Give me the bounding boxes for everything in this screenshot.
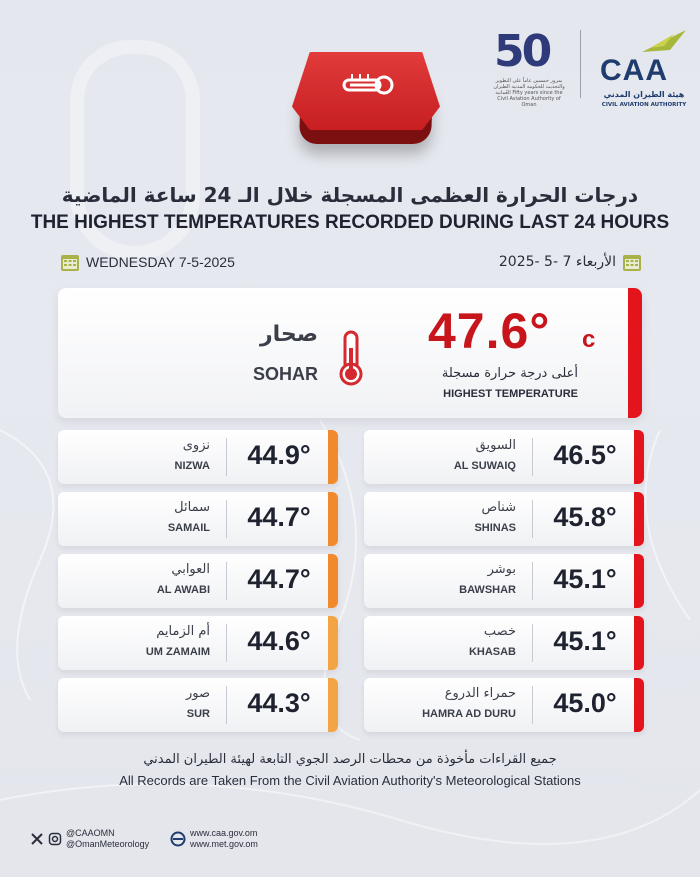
station-name-en: AL AWABI (156, 584, 210, 596)
website-links: www.caa.gov.om www.met.gov.om (170, 828, 258, 850)
station-accent-bar (634, 554, 644, 608)
station-name-ar: سمائل (174, 500, 210, 515)
station-accent-bar (328, 678, 338, 732)
station-name-en: UM ZAMAIM (145, 646, 210, 658)
station-name-ar: السويق (475, 438, 516, 453)
station-card: حمراء الدروع HAMRA AD DURU 45.0° (364, 678, 644, 732)
station-name-en: SHINAS (474, 522, 516, 534)
caa-abbr: CAA (600, 54, 668, 87)
station-divider (532, 686, 533, 724)
station-card: نزوى NIZWA 44.9° (58, 430, 338, 484)
date-english: WEDNESDAY 7-5-2025 (60, 252, 235, 272)
station-name-en: SAMAIL (167, 522, 210, 534)
station-name-ar: بوشر (487, 562, 516, 577)
highest-temperature-unit: c (582, 326, 596, 353)
anniversary-digits: 50 (494, 26, 552, 77)
station-temperature: 44.7° (247, 564, 311, 594)
station-card: صور SUR 44.3° (58, 678, 338, 732)
url-met[interactable]: www.met.gov.om (190, 839, 258, 849)
station-card: بوشر BAWSHAR 45.1° (364, 554, 644, 608)
station-accent-bar (328, 554, 338, 608)
station-accent-bar (634, 616, 644, 670)
highest-temperature-card: صحار SOHAR 47.6° c أعلى درجة حرارة مسجلة… (58, 288, 642, 418)
highest-label-en: HIGHEST TEMPERATURE (443, 388, 578, 400)
station-card: أم الزمايم UM ZAMAIM 44.6° (58, 616, 338, 670)
station-divider (226, 624, 227, 662)
station-temperature: 44.3° (247, 688, 311, 718)
highest-accent-bar (628, 288, 642, 418)
title-english: THE HIGHEST TEMPERATURES RECORDED DURING… (30, 212, 670, 233)
station-name-ar: شناص (481, 500, 517, 515)
highest-label-ar: أعلى درجة حرارة مسجلة (441, 366, 578, 381)
station-accent-bar (634, 678, 644, 732)
caa-logo: CAA هيئة الطيران المدني CIVIL AVIATION A… (596, 26, 692, 108)
station-temperature: 44.7° (247, 502, 311, 532)
station-divider (226, 562, 227, 600)
station-name-ar: العوابي (171, 562, 210, 577)
station-name-ar: خصب (483, 624, 516, 639)
station-name-en: BAWSHAR (459, 584, 516, 596)
handle-met[interactable]: @OmanMeteorology (66, 839, 150, 849)
caa-name-en: CIVIL AVIATION AUTHORITY (601, 102, 687, 108)
handle-caa[interactable]: @CAAOMN (66, 828, 115, 838)
calendar-icon (61, 255, 79, 271)
station-name-en: NIZWA (174, 460, 210, 472)
station-card: العوابي AL AWABI 44.7° (58, 554, 338, 608)
station-name-en: KHASAB (468, 646, 516, 658)
anniversary-logo: 50 بمرور خمسين عاماً على التطوير والتحدي… (492, 26, 566, 108)
station-temperature: 45.8° (553, 502, 617, 532)
logo-divider (580, 30, 581, 98)
anniversary-caption: بمرور خمسين عاماً على التطوير والتحديث ل… (493, 78, 565, 108)
station-card: سمائل SAMAIL 44.7° (58, 492, 338, 546)
hero-thermometer-badge (292, 52, 440, 152)
date-arabic-text: الأربعاء 7 -5 -2025 (498, 254, 616, 270)
thermometer-icon (339, 330, 363, 386)
plane-icon (642, 30, 686, 52)
station-accent-bar (634, 430, 644, 484)
station-temperature: 44.9° (247, 440, 311, 470)
station-divider (532, 500, 533, 538)
station-divider (226, 438, 227, 476)
title-arabic: درجات الحرارة العظمى المسجلة خلال الـ 24… (61, 183, 639, 207)
footer-note-en: All Records are Taken From the Civil Avi… (119, 773, 581, 788)
station-name-en: AL SUWAIQ (453, 460, 516, 472)
station-accent-bar (634, 492, 644, 546)
station-divider (532, 624, 533, 662)
thermometer-icon (342, 74, 394, 95)
station-temperature: 45.1° (553, 626, 617, 656)
highest-temperature-value: 47.6° (428, 303, 551, 359)
station-name-ar: نزوى (182, 438, 210, 453)
station-temperature: 45.1° (553, 564, 617, 594)
station-temperature: 46.5° (553, 440, 617, 470)
url-caa[interactable]: www.caa.gov.om (190, 828, 258, 838)
date-arabic: الأربعاء 7 -5 -2025 (499, 252, 642, 272)
highest-city-ar: صحار (259, 322, 318, 347)
station-accent-bar (328, 616, 338, 670)
station-accent-bar (328, 492, 338, 546)
station-divider (532, 438, 533, 476)
station-name-ar: صور (185, 686, 210, 701)
station-name-en: SUR (186, 708, 210, 720)
station-divider (226, 686, 227, 724)
date-english-text: WEDNESDAY 7-5-2025 (86, 254, 235, 270)
calendar-icon (623, 255, 641, 271)
station-name-ar: حمراء الدروع (444, 686, 516, 701)
web-icon (170, 831, 186, 847)
station-divider (532, 562, 533, 600)
station-temperature: 44.6° (247, 626, 311, 656)
station-card: خصب KHASAB 45.1° (364, 616, 644, 670)
station-temperature: 45.0° (553, 688, 617, 718)
station-divider (226, 500, 227, 538)
station-card: السويق AL SUWAIQ 46.5° (364, 430, 644, 484)
social-handles: @CAAOMN @OmanMeteorology (30, 828, 149, 850)
footer-note-ar: جميع القراءات مأخوذة من محطات الرصد الجو… (143, 752, 557, 767)
station-accent-bar (328, 430, 338, 484)
station-name-ar: أم الزمايم (156, 624, 210, 639)
x-icon[interactable] (30, 832, 44, 846)
station-name-en: HAMRA AD DURU (422, 708, 516, 720)
station-card: شناص SHINAS 45.8° (364, 492, 644, 546)
highest-city-en: SOHAR (252, 364, 318, 384)
instagram-icon[interactable] (48, 832, 62, 846)
caa-name-ar: هيئة الطيران المدني (603, 90, 685, 99)
